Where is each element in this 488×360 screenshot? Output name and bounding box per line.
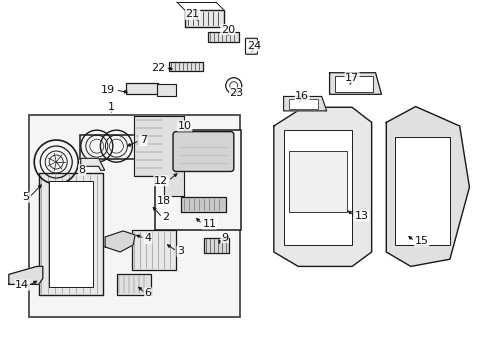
Bar: [394, 137, 449, 245]
Text: 3: 3: [177, 246, 183, 256]
FancyBboxPatch shape: [245, 38, 257, 54]
Text: 21: 21: [185, 9, 199, 19]
Text: 19: 19: [101, 85, 115, 95]
Text: 20: 20: [221, 24, 234, 35]
Bar: [204, 238, 228, 253]
Text: 24: 24: [246, 41, 261, 51]
Text: 6: 6: [144, 288, 151, 298]
Polygon shape: [273, 107, 371, 266]
Bar: [157, 84, 176, 96]
Polygon shape: [9, 266, 43, 284]
Bar: [126, 83, 158, 94]
Bar: [29, 115, 239, 317]
Bar: [184, 10, 224, 27]
Bar: [334, 76, 372, 92]
Polygon shape: [105, 231, 135, 252]
Polygon shape: [81, 158, 104, 170]
Polygon shape: [134, 116, 184, 197]
Text: 2: 2: [162, 212, 169, 222]
Bar: [49, 181, 93, 287]
Bar: [283, 130, 351, 245]
Bar: [288, 151, 346, 212]
Polygon shape: [386, 107, 468, 266]
Text: 1: 1: [108, 102, 115, 112]
Text: 14: 14: [15, 280, 29, 290]
Bar: [132, 230, 176, 270]
Text: 10: 10: [178, 121, 191, 131]
Bar: [181, 197, 225, 212]
Text: 18: 18: [157, 196, 171, 206]
Text: 8: 8: [79, 165, 85, 175]
Text: 5: 5: [22, 192, 29, 202]
Text: 11: 11: [202, 219, 216, 229]
Polygon shape: [283, 96, 326, 111]
Text: 16: 16: [295, 91, 308, 101]
Text: 22: 22: [151, 63, 165, 73]
Bar: [208, 32, 238, 42]
Text: 15: 15: [414, 236, 428, 246]
Text: 17: 17: [345, 73, 358, 83]
Text: 4: 4: [144, 233, 152, 243]
Bar: [288, 99, 317, 109]
Text: 7: 7: [140, 135, 147, 145]
Bar: [80, 135, 138, 159]
Bar: [117, 274, 150, 295]
Polygon shape: [329, 73, 381, 94]
Text: 23: 23: [229, 88, 243, 98]
Text: 13: 13: [354, 211, 368, 221]
Text: 12: 12: [154, 176, 168, 186]
Bar: [154, 130, 240, 230]
FancyBboxPatch shape: [173, 132, 233, 171]
Bar: [169, 62, 203, 71]
Bar: [39, 173, 102, 295]
Text: 9: 9: [221, 233, 228, 243]
